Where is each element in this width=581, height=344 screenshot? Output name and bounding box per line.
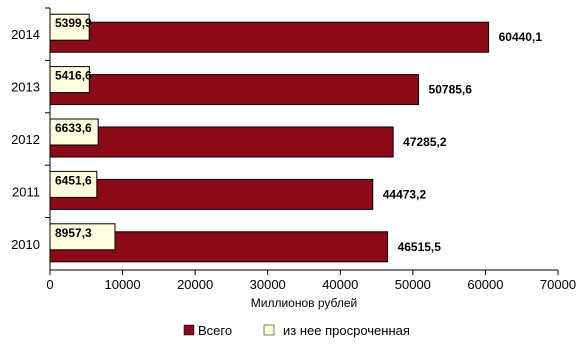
y-tick-label-2010: 2010 [11, 237, 40, 252]
bar-total-2011 [49, 178, 374, 210]
y-tick-label-2013: 2013 [11, 80, 40, 95]
x-tick-label-70000: 70000 [540, 277, 576, 292]
x-tick-label-0: 0 [46, 277, 53, 292]
data-label-total-2010: 46515,5 [398, 240, 442, 254]
data-label-overdue-2010: 8957,3 [55, 226, 92, 240]
data-label-total-2011: 44473,2 [383, 187, 427, 201]
legend-swatch-overdue [263, 324, 275, 336]
y-tick-label-2012: 2012 [11, 132, 40, 147]
bar-overdue-2013 [49, 66, 90, 94]
y-tick-label-2014: 2014 [11, 27, 40, 42]
data-label-overdue-2012: 6633,6 [55, 121, 92, 135]
legend-label-overdue: из нее просроченная [283, 323, 410, 338]
bar-total-2012 [49, 126, 394, 158]
data-label-total-2014: 60440,1 [499, 30, 543, 44]
data-label-total-2012: 47285,2 [403, 135, 447, 149]
data-label-overdue-2011: 6451,6 [55, 173, 92, 187]
x-axis-title: Миллионов рублей [251, 296, 357, 310]
bars-layer: 5399,9 60440,1 5416,6 50785,6 6633,6 47285,2 6… [49, 13, 543, 263]
x-tick-label-20000: 20000 [177, 277, 213, 292]
x-tick-label-10000: 10000 [104, 277, 140, 292]
bar-total-2013 [49, 74, 420, 106]
data-label-overdue-2014: 5399,9 [55, 16, 92, 30]
legend: Всего из нее просроченная [183, 323, 410, 338]
y-axis: 2014 2013 2012 2011 2010 [11, 7, 50, 252]
x-axis: 0 10000 20000 30000 40000 50000 60000 70000 [46, 270, 576, 292]
data-label-total-2013: 50785,6 [429, 83, 473, 97]
x-tick-label-30000: 30000 [250, 277, 286, 292]
x-tick-label-40000: 40000 [322, 277, 358, 292]
x-tick-label-50000: 50000 [395, 277, 431, 292]
y-tick-label-2011: 2011 [12, 184, 40, 199]
data-label-overdue-2013: 5416,6 [55, 69, 92, 83]
bar-total-2014 [49, 21, 490, 53]
bar-overdue-2011 [49, 170, 98, 198]
x-tick-label-60000: 60000 [467, 277, 503, 292]
legend-label-total: Всего [198, 323, 232, 338]
bar-overdue-2012 [49, 118, 99, 146]
legend-swatch-total [183, 324, 195, 336]
